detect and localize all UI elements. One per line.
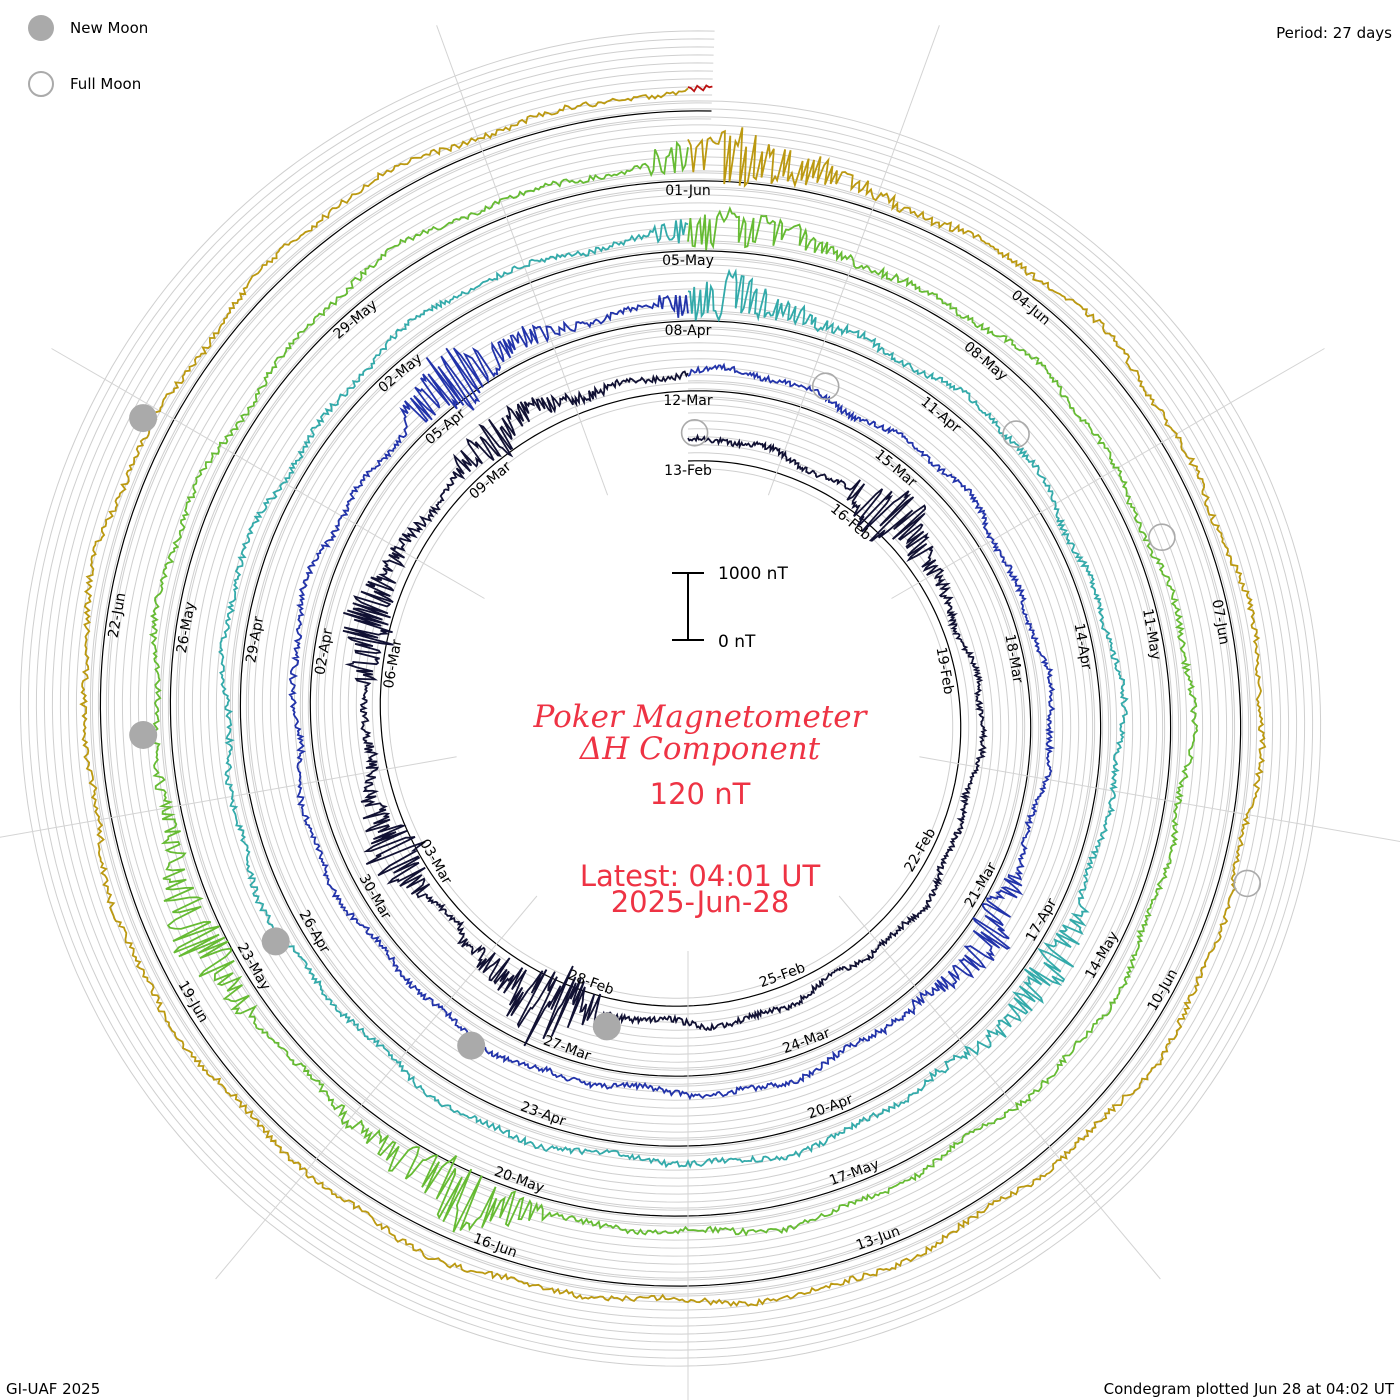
new-moon-icon xyxy=(129,404,158,433)
trace-rotation-01-jun xyxy=(79,87,1267,1308)
trace-rotation-13-feb xyxy=(342,370,988,1047)
tick-label: 05-May xyxy=(662,253,714,269)
tick-label: 19-Feb xyxy=(933,646,957,696)
scale-bar-top-label: 1000 nT xyxy=(718,564,788,584)
tick-label: 09-Mar xyxy=(466,459,514,503)
radial-spoke xyxy=(51,348,485,599)
trace-layer xyxy=(79,84,1267,1308)
new-moon-icon xyxy=(592,1012,621,1041)
full-moon-icon xyxy=(1002,420,1030,448)
new-moon-icon xyxy=(28,15,54,41)
trace-rotation-28-jun xyxy=(687,84,713,93)
tick-label: 08-Apr xyxy=(665,323,712,339)
tick-label: 27-Mar xyxy=(541,1033,593,1065)
full-moon-icon xyxy=(680,418,709,447)
grid-spiral xyxy=(107,118,1234,1279)
radial-spoke xyxy=(436,25,609,496)
moon-layer xyxy=(129,372,1261,1060)
trace-rotation-12-mar xyxy=(288,294,1056,1101)
grid-spiral xyxy=(91,102,1250,1295)
new-moon-icon xyxy=(261,927,290,956)
period-label: Period: 27 days xyxy=(1276,24,1392,42)
new-moon-icon xyxy=(129,721,158,749)
baseline-spiral xyxy=(99,110,1242,1287)
scale-value: 120 nT xyxy=(649,777,751,811)
chart-subtitle: ΔH Component xyxy=(579,731,821,767)
latest-date: 2025-Jun-28 xyxy=(610,885,790,919)
full-moon-icon xyxy=(1233,869,1261,898)
tick-label: 29-Apr xyxy=(243,615,267,664)
grid-spiral xyxy=(35,46,1306,1351)
scale-bar-bottom-label: 0 nT xyxy=(718,632,756,652)
full-moon-icon xyxy=(811,372,840,401)
tick-label: 01-Jun xyxy=(665,183,711,199)
tick-label: 10-Jun xyxy=(1145,966,1182,1013)
radial-spoke xyxy=(891,348,1325,599)
grid-spiral xyxy=(75,86,1266,1311)
full-moon-icon xyxy=(1148,523,1176,552)
tick-label: 20-May xyxy=(492,1164,546,1197)
chart-title: Poker Magnetometer xyxy=(533,699,867,735)
radial-spoke xyxy=(838,895,1161,1280)
grid-spiral xyxy=(51,62,1290,1335)
tick-label: 22-Jun xyxy=(106,592,130,640)
latest-time: Latest: 04:01 UT xyxy=(579,859,821,893)
radial-spoke xyxy=(919,756,1400,843)
grid-spiral xyxy=(59,70,1282,1327)
trace-rotation-08-apr xyxy=(218,219,1129,1169)
radial-spoke xyxy=(215,895,538,1280)
tick-label: 12-Mar xyxy=(663,393,713,409)
legend-full-moon: Full Moon xyxy=(28,71,141,97)
plotted-label: Condegram plotted Jun 28 at 04:02 UT xyxy=(1103,1380,1394,1398)
scale-bar: 1000 nT 0 nT xyxy=(672,564,788,652)
legend-full-moon-label: Full Moon xyxy=(70,75,142,93)
new-moon-icon xyxy=(457,1031,486,1060)
grid-spiral xyxy=(19,30,1322,1367)
grid-spiral xyxy=(67,78,1274,1319)
grid-spiral xyxy=(43,54,1298,1343)
legend-new-moon: New Moon xyxy=(28,15,148,41)
tick-label: 06-Mar xyxy=(381,638,405,690)
tick-label: 05-Apr xyxy=(422,406,468,448)
tick-label: 13-Feb xyxy=(664,463,712,479)
tick-label: 02-Apr xyxy=(312,627,336,676)
tick-label: 07-Jun xyxy=(1208,598,1232,646)
grid-spiral xyxy=(27,38,1314,1359)
legend-new-moon-label: New Moon xyxy=(70,19,149,37)
credit-label: GI-UAF 2025 xyxy=(6,1380,101,1398)
full-moon-icon xyxy=(28,71,54,97)
trace-rotation-05-may xyxy=(148,140,1199,1237)
